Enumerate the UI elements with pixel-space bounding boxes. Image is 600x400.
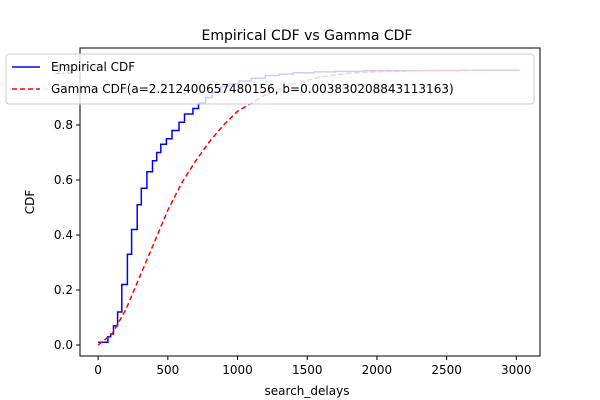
x-tick-label: 500 xyxy=(156,363,179,377)
x-axis: 0 500 1000 1500 2000 2500 3000 xyxy=(94,356,532,377)
x-axis-title: search_delays xyxy=(265,384,350,398)
legend-label-gamma: Gamma CDF(a=2.212400657480156, b=0.00383… xyxy=(51,82,454,96)
x-tick-label: 1500 xyxy=(292,363,323,377)
y-axis-title: CDF xyxy=(23,190,37,215)
x-tick-label: 1000 xyxy=(222,363,253,377)
legend-label-empirical: Empirical CDF xyxy=(51,60,135,74)
y-tick-label: 0.0 xyxy=(54,338,73,352)
y-tick-label: 0.2 xyxy=(54,283,73,297)
y-tick-label: 0.4 xyxy=(54,228,73,242)
chart-title: Empirical CDF vs Gamma CDF xyxy=(202,28,413,44)
legend-box xyxy=(5,53,535,105)
x-tick-label: 0 xyxy=(94,363,102,377)
legend: Empirical CDF Gamma CDF(a=2.212400657480… xyxy=(5,53,535,105)
series-line-gamma-cdf xyxy=(97,69,520,346)
x-tick-label: 3000 xyxy=(501,363,532,377)
axes-frame xyxy=(79,47,541,357)
x-tick-label: 2500 xyxy=(431,363,462,377)
y-tick-label: 0.8 xyxy=(54,118,73,132)
x-tick-label: 2000 xyxy=(362,363,393,377)
y-tick-label: 0.6 xyxy=(54,173,73,187)
